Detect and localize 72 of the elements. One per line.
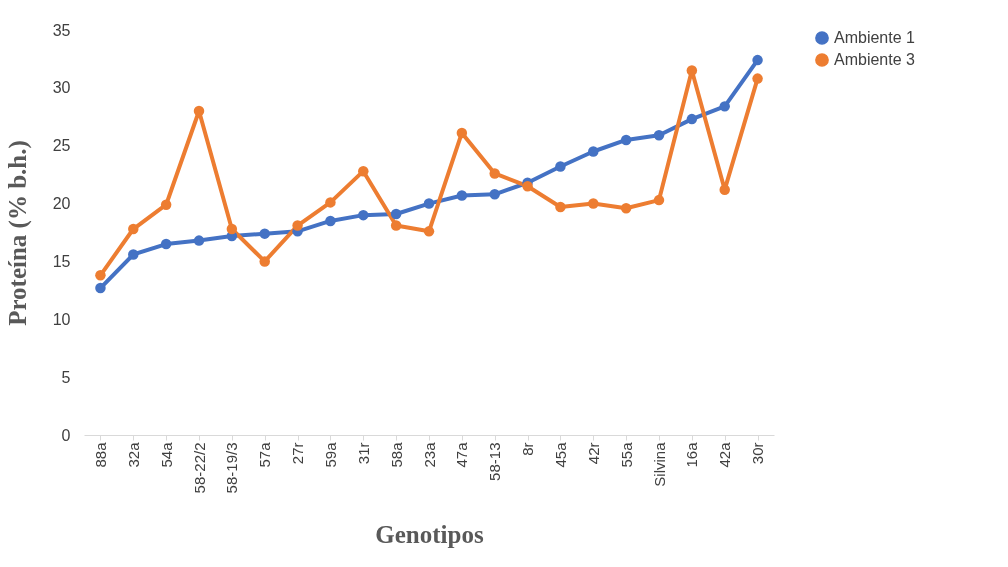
point [620, 202, 632, 214]
y-tick-label: 20 [52, 195, 71, 213]
point [259, 228, 270, 239]
y-tick-label: 10 [52, 310, 71, 328]
x-tick-label: 8r [519, 442, 537, 456]
point [160, 238, 172, 250]
x-tick-label: 54a [157, 441, 175, 468]
point [423, 198, 435, 209]
point [292, 220, 303, 231]
point [390, 220, 402, 231]
point [423, 226, 435, 237]
point [358, 165, 369, 177]
point [522, 180, 533, 192]
point [193, 235, 205, 246]
point [620, 134, 632, 146]
point [456, 190, 468, 201]
x-tick-label: 32a [124, 441, 142, 468]
x-tick-label: 58-13 [486, 442, 504, 481]
point [555, 201, 566, 213]
point [752, 73, 763, 84]
legend-label: Ambiente 1 [834, 29, 916, 46]
x-tick-label: 58-22/2 [190, 442, 208, 494]
x-tick-label: 42a [716, 441, 734, 468]
point [358, 209, 369, 221]
point [686, 113, 698, 125]
x-tick-label: 58a [387, 441, 405, 468]
point [128, 223, 139, 235]
point [719, 101, 730, 112]
x-tick-label: Silvina [650, 441, 668, 487]
y-tick-label: 15 [52, 252, 71, 270]
x-tick-label: 47a [453, 441, 471, 468]
legend-label: Ambiente 3 [834, 51, 916, 68]
x-tick-label: 55a [617, 441, 635, 468]
x-tick-label: 59a [321, 441, 339, 468]
x-tick-label: 57a [256, 441, 274, 468]
point [456, 127, 468, 139]
point [160, 199, 172, 210]
point [653, 194, 665, 206]
point [325, 215, 336, 227]
x-tick-label: 42r [584, 442, 602, 465]
point [390, 208, 402, 220]
x-tick-label: 31r [354, 442, 372, 465]
point [752, 54, 763, 66]
point [489, 168, 500, 179]
point [325, 197, 336, 208]
x-axis-title: Genotipos [375, 521, 484, 549]
point [489, 189, 500, 200]
y-tick-label: 0 [61, 426, 71, 444]
point [653, 130, 665, 141]
point [719, 184, 730, 195]
point [95, 270, 106, 281]
y-tick-label: 35 [52, 21, 71, 39]
y-axis-title: Proteína (% b.h.) [3, 140, 32, 326]
x-tick-label: 23a [420, 441, 438, 468]
point [555, 161, 566, 172]
y-tick-label: 25 [52, 137, 71, 155]
x-tick-label: 45a [551, 441, 569, 468]
point [259, 256, 270, 267]
y-tick-label: 5 [61, 368, 71, 386]
y-tick-label: 30 [52, 79, 71, 97]
point [588, 146, 599, 157]
x-tick-label: 16a [683, 441, 701, 468]
point [95, 282, 106, 294]
x-tick-label: 58-19/3 [223, 442, 241, 494]
point [128, 249, 139, 260]
point [686, 65, 698, 76]
point [193, 105, 205, 117]
point [226, 223, 238, 235]
x-tick-label: 27r [289, 442, 307, 465]
point [588, 198, 599, 209]
x-tick-label: 88a [91, 441, 109, 468]
x-tick-label: 30r [749, 442, 767, 465]
